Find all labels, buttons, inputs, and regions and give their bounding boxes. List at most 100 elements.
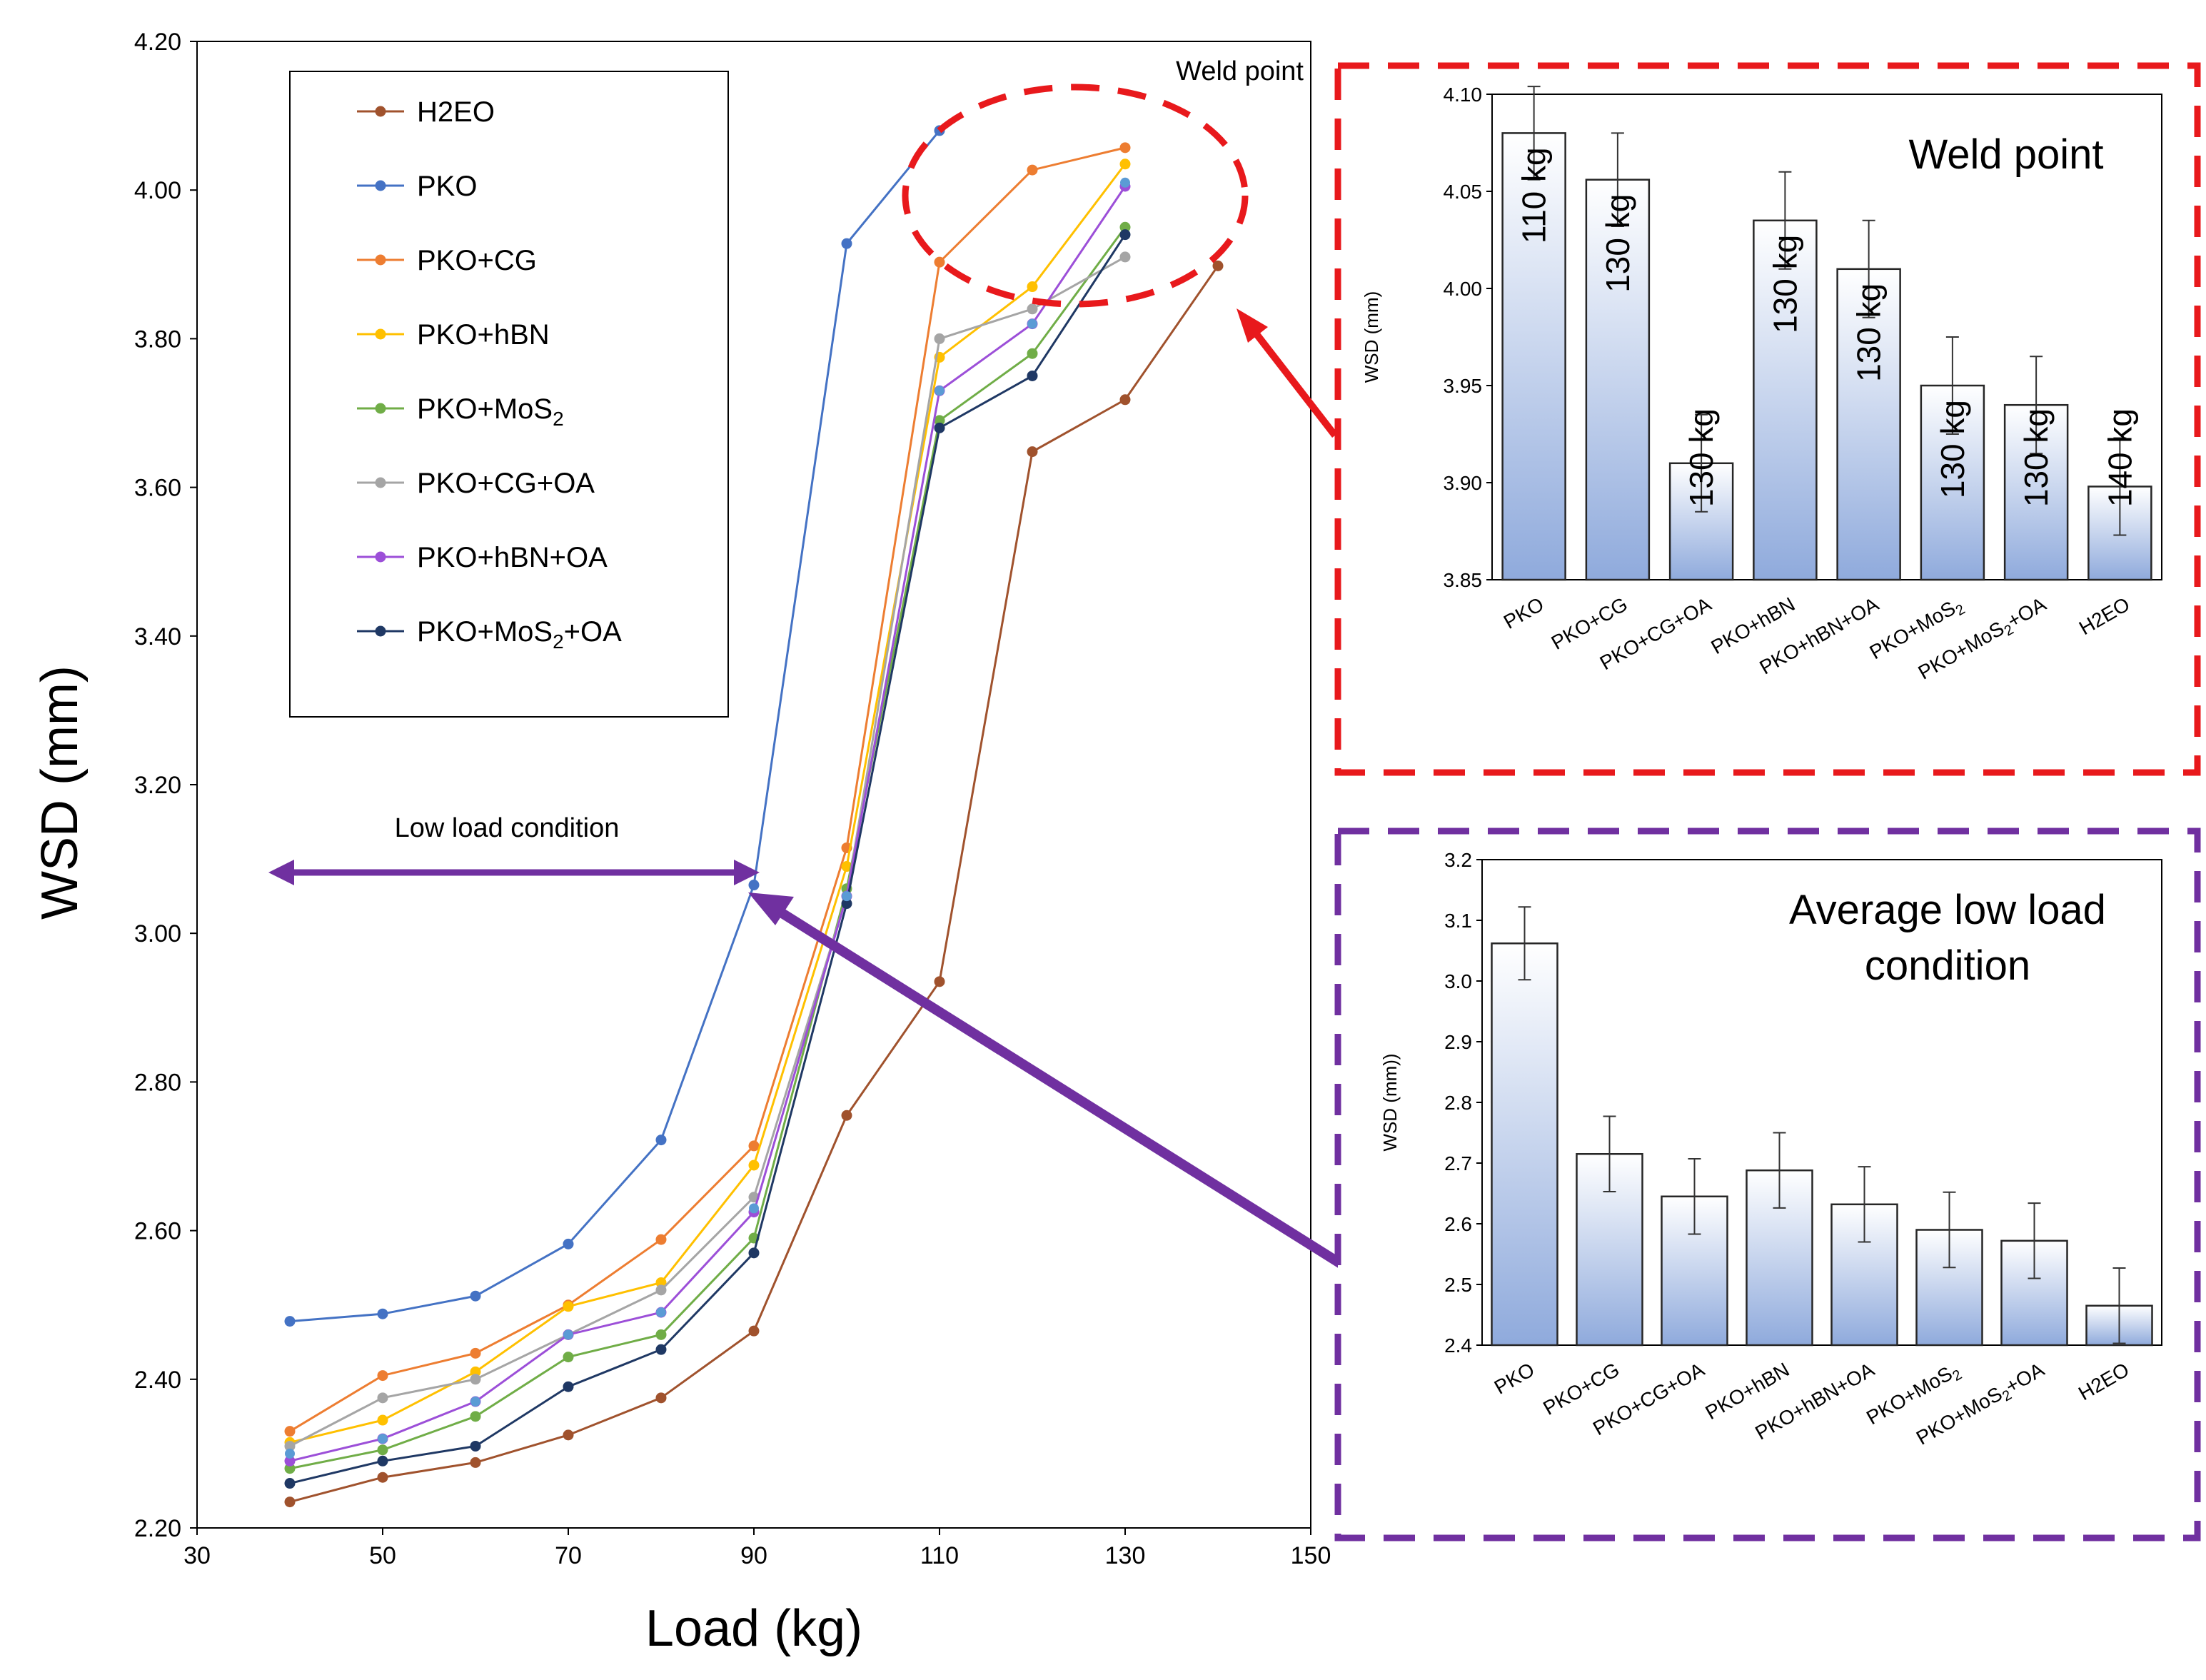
bar [1501,132,1566,581]
data-point [377,1472,388,1483]
bar [1491,942,1558,1347]
bar-y-tick-label: 3.2 [1444,849,1472,871]
low-y-axis-title: WSD (mm)) [1379,1053,1401,1151]
legend-label-main: H2EO [417,96,495,128]
low-load-pointer-arrowhead [748,892,794,925]
low-inset-title-line2: condition [1865,942,2030,989]
data-point [841,861,852,872]
data-point [563,1352,574,1363]
legend-swatch-marker [375,106,386,117]
bar-value-label: 130 kg [1766,235,1803,333]
data-point [1027,446,1038,458]
legend-swatch-marker [375,625,386,637]
low-load-arrowhead-right [734,860,760,885]
data-point [563,1429,574,1441]
legend-swatch-marker [375,551,386,563]
weld-point-inset: Weld point WSD (mm) 3.85 3.90 3.95 4.00 4.05… [1334,62,2201,776]
data-point [377,1308,388,1319]
data-point [841,1110,852,1121]
data-point [841,238,852,249]
y-tick-label: 2.80 [134,1069,181,1096]
legend-item: PKO+MoS2 [357,393,564,430]
series-pko-cg-oa [284,251,1131,1452]
weld-point-ellipse [902,84,1249,308]
series-line [289,186,1127,1462]
data-point [655,1344,667,1355]
series-h2eo [284,260,1224,1508]
bar-value-label: 130 kg [1599,194,1636,293]
weld-inset-title: Weld point [1909,131,2104,178]
y-tick-label: 2.60 [134,1218,181,1245]
x-tick-label: 50 [369,1542,396,1569]
bar-y-tick-label: 2.6 [1444,1213,1472,1235]
data-point [934,422,945,433]
data-point [1119,229,1131,241]
bar-group: PKO [1491,906,1558,1399]
legend-swatch-marker [375,477,386,488]
x-tick-label: 70 [555,1542,582,1569]
low-load-arrowhead-left [268,860,294,885]
data-point [1027,348,1038,359]
y-tick-label: 3.80 [134,326,181,353]
data-point [934,333,945,344]
bar-value-label: 130 kg [1850,283,1888,382]
data-point [470,1366,481,1377]
legend-item: PKO+MoS2+OA [357,616,622,653]
data-point [563,1329,573,1340]
series-line [289,256,1126,1447]
series-pko-mos2-oa [284,229,1131,1489]
bar-y-tick-label: 3.0 [1444,970,1472,992]
data-point [934,976,945,987]
data-point [470,1347,481,1359]
series-line [289,146,1126,1432]
data-point [1119,251,1131,263]
y-tick-label: 3.20 [134,772,181,799]
data-point [841,898,852,910]
y-tick-label: 4.00 [134,177,181,204]
x-tick-label: 30 [183,1542,211,1569]
x-tick-label: 110 [920,1542,959,1569]
data-point [1027,303,1038,315]
legend-frame [289,71,729,718]
legend-label-main: PKO+CG [417,245,537,276]
bar-y-tick-label: 3.90 [1444,472,1483,494]
data-point [1027,370,1038,381]
legend-item: PKO+CG [357,245,537,276]
data-point [378,1434,388,1444]
legend-label: PKO+MoS2+OA [417,616,622,653]
data-point [377,1414,388,1426]
y-tick-label: 2.20 [134,1515,181,1542]
data-point [470,1374,481,1385]
data-point [284,1316,296,1327]
bar [1585,178,1651,581]
bar-y-tick-label: 2.9 [1444,1031,1472,1053]
data-point [1027,164,1038,176]
data-point [842,891,852,902]
bar-y-tick-label: 3.85 [1444,569,1483,591]
legend-swatch-marker [375,180,386,191]
x-tick-label: 130 [1105,1542,1146,1569]
legend-label-main: PKO+MoS [417,393,553,425]
legend-label-main: PKO [417,171,477,202]
data-point [1027,281,1038,293]
legend-label: PKO+hBN [417,319,550,351]
legend-label: PKO+hBN+OA [417,542,608,573]
x-axis-title: Load (kg) [645,1600,862,1657]
low-load-annotation: Low load condition [395,813,620,843]
bar-y-tick-label: 2.5 [1444,1274,1472,1296]
legend: H2EOPKOPKO+CGPKO+hBNPKO+MoS2PKO+CG+OAPKO… [289,71,729,718]
extra-marker-group [285,177,1130,1459]
data-point [655,1277,667,1288]
data-point [1119,394,1131,406]
bar-y-tick-label: 3.1 [1444,910,1472,932]
legend-label: H2EO [417,96,495,128]
legend-label: PKO [417,171,477,202]
x-tick-label: 150 [1291,1542,1331,1569]
weld-point-annotation: Weld point [1176,56,1304,86]
data-point [470,1290,481,1302]
data-point [284,1426,296,1437]
bar-y-tick-label: 4.10 [1444,84,1483,106]
series-line [289,129,941,1323]
y-tick-label: 2.40 [134,1367,181,1394]
